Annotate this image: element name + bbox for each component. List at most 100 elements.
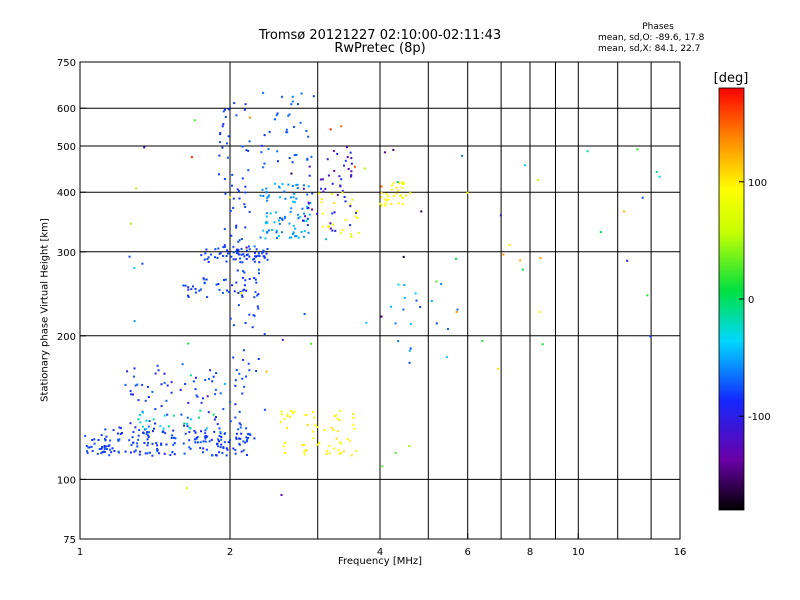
echo-point <box>218 173 220 176</box>
echo-point <box>292 231 295 234</box>
echo-point <box>541 343 544 346</box>
echo-point <box>214 256 216 259</box>
echo-point <box>296 183 299 186</box>
echo-point <box>160 383 163 386</box>
echo-point <box>286 131 289 134</box>
echo-point <box>350 233 352 236</box>
echo-point <box>445 356 448 359</box>
echo-point <box>230 234 233 237</box>
echo-point <box>599 231 602 234</box>
echo-point <box>235 249 238 252</box>
echo-point <box>306 217 309 220</box>
echo-point <box>354 165 356 168</box>
echo-point <box>192 285 194 288</box>
echo-point <box>456 308 459 311</box>
echo-point <box>118 426 121 429</box>
echo-point <box>281 219 284 221</box>
echo-point <box>409 323 412 325</box>
echo-point <box>223 441 226 444</box>
echo-point <box>260 144 263 147</box>
echo-point <box>142 411 144 414</box>
echo-point <box>383 151 386 154</box>
echo-point <box>307 201 310 204</box>
echo-point <box>171 451 174 453</box>
echo-point <box>241 145 244 148</box>
echo-point <box>300 92 303 95</box>
echo-point <box>338 441 341 444</box>
echo-point <box>199 446 202 449</box>
x-axis-label: Frequency [MHz] <box>337 556 423 567</box>
echo-point <box>239 423 242 426</box>
echo-point <box>238 239 241 242</box>
echo-point <box>138 429 141 431</box>
echo-point <box>214 388 217 391</box>
echo-point <box>130 393 133 396</box>
echo-point <box>249 433 252 436</box>
echo-point <box>233 290 236 293</box>
echo-point <box>158 452 161 455</box>
echo-point <box>331 182 334 185</box>
echo-point <box>235 281 238 284</box>
echo-point <box>278 186 281 189</box>
echo-point <box>212 375 215 378</box>
echo-point <box>220 438 223 441</box>
echo-point <box>163 414 166 417</box>
echo-point <box>306 224 309 227</box>
echo-point <box>303 230 306 232</box>
echo-point <box>327 225 330 228</box>
echo-point <box>281 183 284 186</box>
echo-point <box>264 222 267 225</box>
echo-point <box>350 175 353 178</box>
echo-point <box>151 454 154 457</box>
echo-point <box>187 286 190 289</box>
echo-point <box>208 440 211 443</box>
echo-point <box>336 193 339 196</box>
echo-point <box>208 377 211 380</box>
echo-point <box>252 314 255 317</box>
echo-point <box>238 372 241 375</box>
echo-point <box>160 442 163 445</box>
echo-point <box>104 428 107 431</box>
echo-point <box>284 451 286 454</box>
phase-stats-o-mode: mean, sd,O: -89.6, 17.8 <box>598 33 705 43</box>
echo-point <box>133 367 136 370</box>
echo-point <box>384 198 387 201</box>
echo-point <box>184 383 187 385</box>
echo-point <box>164 432 167 435</box>
echo-point <box>221 125 224 128</box>
echo-point <box>206 395 209 398</box>
echo-point <box>215 372 218 375</box>
echo-point <box>187 288 190 291</box>
echo-point <box>248 278 251 280</box>
echo-point <box>306 207 309 209</box>
echo-point <box>188 426 191 429</box>
echo-point <box>93 438 96 441</box>
echo-point <box>262 195 265 197</box>
echo-point <box>265 252 268 255</box>
echo-point <box>349 205 352 208</box>
echo-point <box>320 201 323 204</box>
echo-point <box>246 253 249 256</box>
echo-point <box>308 213 311 216</box>
echo-point <box>329 227 332 230</box>
echo-point <box>245 258 248 260</box>
echo-point <box>194 388 197 391</box>
echo-point <box>350 170 353 173</box>
echo-point <box>155 442 158 444</box>
echo-point <box>234 258 237 261</box>
echo-point <box>111 447 114 450</box>
echo-point <box>408 445 411 448</box>
echo-point <box>143 442 146 444</box>
echo-point <box>408 361 411 364</box>
echo-point <box>253 277 256 279</box>
echo-point <box>308 174 311 177</box>
echo-point <box>338 175 341 178</box>
echo-point <box>219 446 222 449</box>
echo-point <box>105 435 108 438</box>
echo-point <box>262 249 265 252</box>
y-tick-label: 100 <box>57 475 76 486</box>
echo-point <box>218 435 221 437</box>
echo-point <box>217 247 220 250</box>
echo-point <box>227 135 230 138</box>
echo-point <box>258 261 261 264</box>
